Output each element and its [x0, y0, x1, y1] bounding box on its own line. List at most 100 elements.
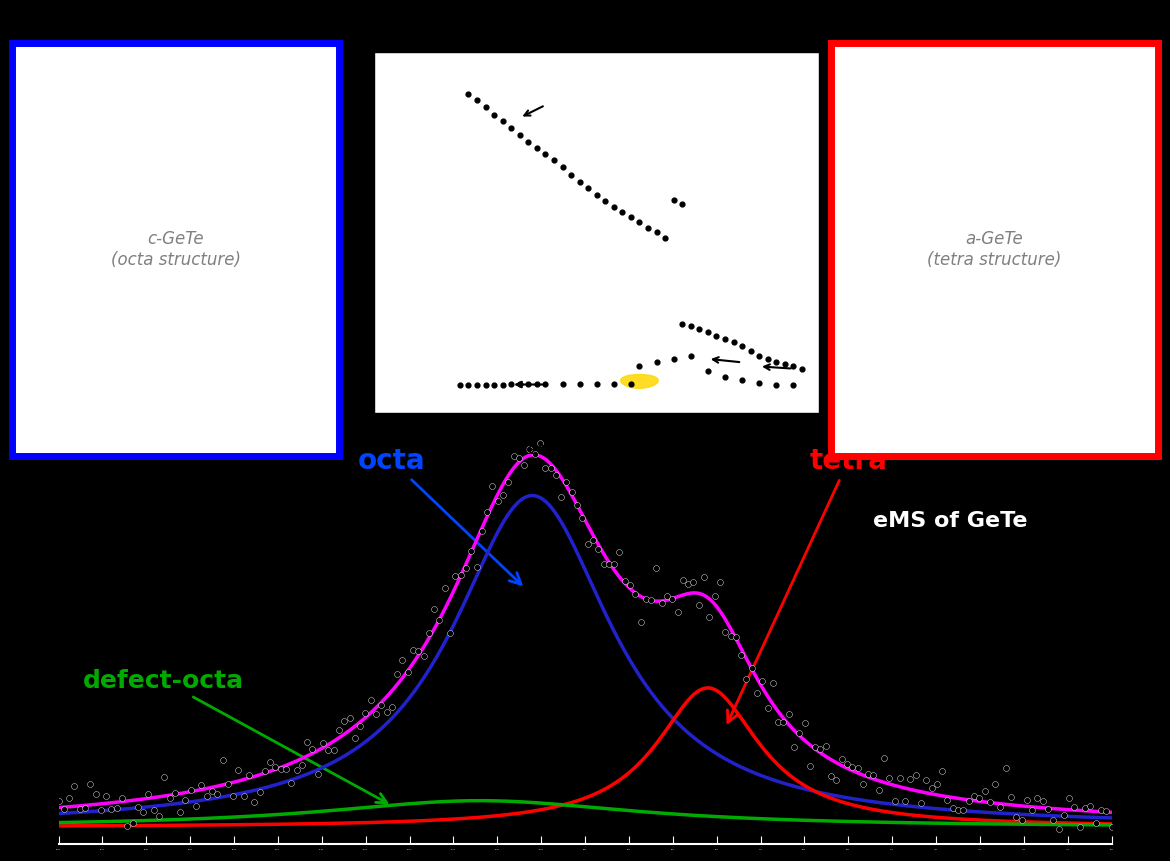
Point: [587, 188, 606, 201]
Point: [838, 758, 856, 771]
Point: [240, 768, 259, 782]
Point: [133, 806, 152, 820]
Point: [557, 475, 576, 489]
Point: [570, 377, 589, 391]
Point: [525, 447, 544, 461]
Text: eMS of GeTe: eMS of GeTe: [873, 511, 1027, 531]
Point: [425, 602, 443, 616]
Point: [658, 589, 676, 603]
Point: [468, 93, 487, 107]
Point: [707, 329, 725, 343]
Point: [546, 468, 565, 482]
Point: [202, 784, 221, 798]
Point: [340, 711, 359, 725]
Point: [1023, 803, 1041, 817]
Point: [1086, 816, 1104, 830]
Point: [362, 693, 380, 707]
Point: [345, 731, 364, 745]
Text: c-GeTe
(octa structure): c-GeTe (octa structure): [110, 230, 241, 269]
Point: [863, 768, 882, 782]
Point: [610, 545, 628, 559]
Point: [314, 736, 332, 750]
Point: [112, 791, 131, 805]
Point: [1039, 802, 1058, 816]
Point: [758, 352, 777, 366]
Point: [498, 475, 517, 489]
Point: [665, 193, 683, 207]
Point: [208, 787, 227, 801]
Point: [668, 605, 687, 619]
Point: [615, 574, 634, 588]
Point: [1044, 813, 1062, 827]
Point: [848, 761, 867, 775]
Point: [292, 758, 311, 771]
Point: [886, 795, 904, 808]
Point: [631, 215, 649, 229]
Point: [621, 210, 640, 224]
Point: [473, 524, 491, 538]
Point: [938, 793, 957, 807]
Point: [108, 802, 126, 815]
Point: [764, 677, 783, 691]
Point: [949, 803, 968, 817]
Point: [468, 378, 487, 392]
Point: [1071, 820, 1089, 833]
Point: [750, 376, 769, 390]
Point: [255, 764, 274, 777]
Point: [102, 802, 121, 816]
Point: [562, 168, 580, 182]
Point: [536, 147, 555, 161]
Point: [467, 560, 486, 573]
Point: [626, 587, 645, 601]
Point: [515, 458, 534, 472]
Point: [144, 802, 163, 816]
Point: [1065, 801, 1083, 815]
Point: [674, 573, 693, 586]
Point: [324, 743, 343, 757]
Point: [573, 511, 592, 525]
Point: [536, 377, 555, 391]
Point: [869, 784, 888, 797]
Point: [911, 796, 930, 809]
Point: [366, 707, 385, 721]
Point: [785, 740, 804, 753]
Point: [647, 356, 666, 369]
Point: [335, 714, 353, 728]
Point: [452, 568, 470, 582]
Point: [698, 364, 717, 378]
Point: [943, 801, 962, 815]
Point: [642, 592, 661, 606]
Point: [542, 461, 560, 475]
Point: [519, 135, 538, 149]
Point: [1002, 790, 1020, 803]
Point: [276, 763, 295, 777]
Point: [245, 796, 263, 809]
Point: [213, 753, 232, 767]
Text: a-GeTe
(tetra structure): a-GeTe (tetra structure): [928, 230, 1061, 269]
Point: [954, 803, 972, 817]
Point: [605, 201, 624, 214]
Point: [997, 761, 1016, 775]
Point: [118, 820, 137, 833]
Point: [81, 777, 99, 791]
Point: [446, 570, 464, 584]
Point: [684, 575, 703, 589]
Point: [716, 332, 735, 346]
Point: [907, 768, 925, 782]
Point: [494, 488, 512, 502]
Point: [177, 793, 195, 807]
Point: [748, 685, 766, 699]
Point: [1028, 791, 1047, 805]
Point: [766, 378, 785, 392]
Point: [450, 378, 469, 392]
Point: [282, 776, 301, 790]
Y-axis label: Resistivity ρ (Ω cm): Resistivity ρ (Ω cm): [315, 164, 329, 300]
Point: [737, 672, 756, 686]
Point: [1012, 814, 1031, 827]
Point: [964, 790, 983, 803]
Point: [875, 751, 894, 765]
Point: [483, 479, 502, 492]
Point: [663, 592, 682, 606]
Point: [60, 791, 78, 805]
Point: [742, 344, 760, 357]
